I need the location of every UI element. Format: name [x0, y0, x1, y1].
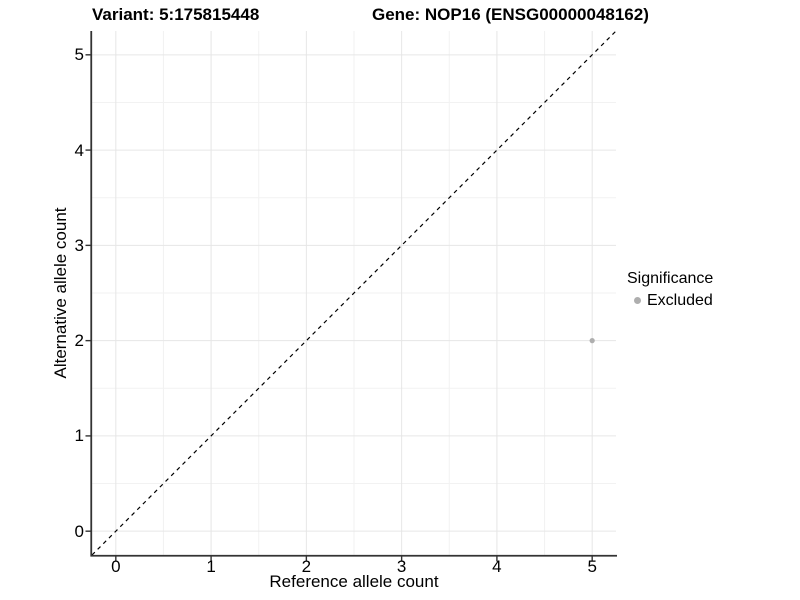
legend-title: Significance	[627, 270, 714, 287]
y-tick-label: 3	[74, 235, 84, 255]
legend: Significance Excluded	[627, 269, 713, 310]
data-point	[589, 338, 595, 344]
x-tick-label: 1	[206, 557, 216, 576]
plot-title-gene: Gene: NOP16 (ENSG00000048162)	[372, 5, 649, 24]
x-tick-label: 0	[111, 557, 121, 576]
x-tick-label: 4	[492, 557, 502, 576]
y-axis-title: Alternative allele count	[51, 207, 70, 379]
y-tick-label: 1	[74, 426, 84, 446]
x-axis-title: Reference allele count	[269, 572, 439, 591]
x-tick-label: 5	[587, 557, 597, 576]
identity-reference-line	[91, 30, 617, 556]
y-tick-label: 0	[74, 521, 84, 541]
plot-title-variant: Variant: 5:175815448	[92, 5, 260, 24]
legend-items: Excluded	[627, 291, 713, 310]
y-tick-label: 2	[74, 331, 84, 351]
legend-item: Excluded	[627, 291, 713, 310]
y-tick-label: 4	[74, 140, 84, 160]
x-tick-label: 3	[396, 557, 407, 576]
legend-item-label: Excluded	[647, 292, 713, 309]
x-tick-label: 2	[301, 557, 312, 576]
legend-point-icon	[634, 297, 641, 304]
y-tick-label: 5	[74, 45, 84, 65]
